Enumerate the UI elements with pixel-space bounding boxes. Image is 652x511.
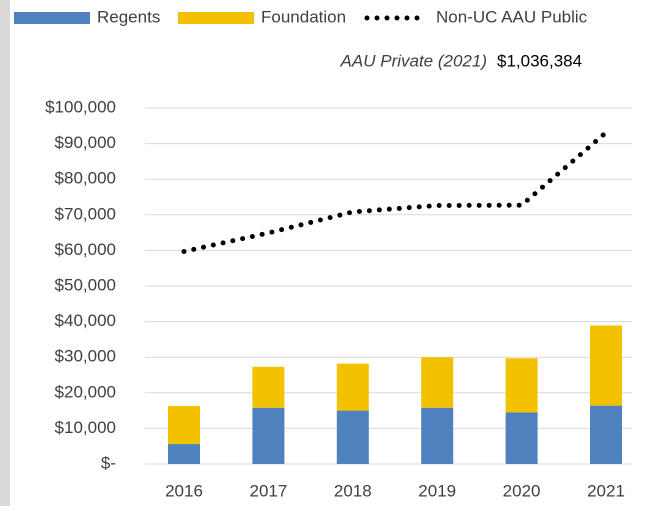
x-tick-label: 2020 <box>503 481 541 500</box>
y-tick-label: $100,000 <box>45 97 116 116</box>
side-strip <box>0 0 10 506</box>
legend-swatch <box>14 12 90 24</box>
y-tick-label: $70,000 <box>55 204 116 223</box>
bar <box>168 444 200 464</box>
bar <box>421 407 454 464</box>
legend-label: Non-UC AAU Public <box>436 7 588 26</box>
legend-label: Foundation <box>261 7 346 26</box>
y-tick-label: $60,000 <box>55 240 116 259</box>
bar <box>505 358 538 413</box>
bar <box>252 407 285 464</box>
bar <box>421 357 454 408</box>
x-tick-label: 2019 <box>418 481 456 500</box>
y-tick-label: $50,000 <box>55 275 116 294</box>
bar <box>590 325 622 406</box>
x-tick-label: 2017 <box>249 481 287 500</box>
x-tick-label: 2016 <box>165 481 203 500</box>
annotation-label: AAU Private (2021) <box>340 51 487 70</box>
bar <box>336 363 369 411</box>
x-tick-label: 2018 <box>334 481 372 500</box>
bar <box>168 405 200 445</box>
bar <box>252 366 285 408</box>
legend-label: Regents <box>97 7 160 26</box>
y-tick-label: $40,000 <box>55 311 116 330</box>
x-tick-label: 2021 <box>587 481 625 500</box>
y-tick-label: $90,000 <box>55 133 116 152</box>
annotation-value: $1,036,384 <box>497 51 582 70</box>
bar <box>590 405 622 464</box>
line-series <box>181 130 609 254</box>
y-tick-label: $80,000 <box>55 169 116 188</box>
y-tick-label: $20,000 <box>55 382 116 401</box>
bar <box>505 412 538 464</box>
y-tick-label: $10,000 <box>55 418 116 437</box>
bar <box>336 410 369 464</box>
legend-swatch <box>178 12 254 24</box>
y-tick-label: $- <box>101 453 116 472</box>
y-tick-label: $30,000 <box>55 347 116 366</box>
